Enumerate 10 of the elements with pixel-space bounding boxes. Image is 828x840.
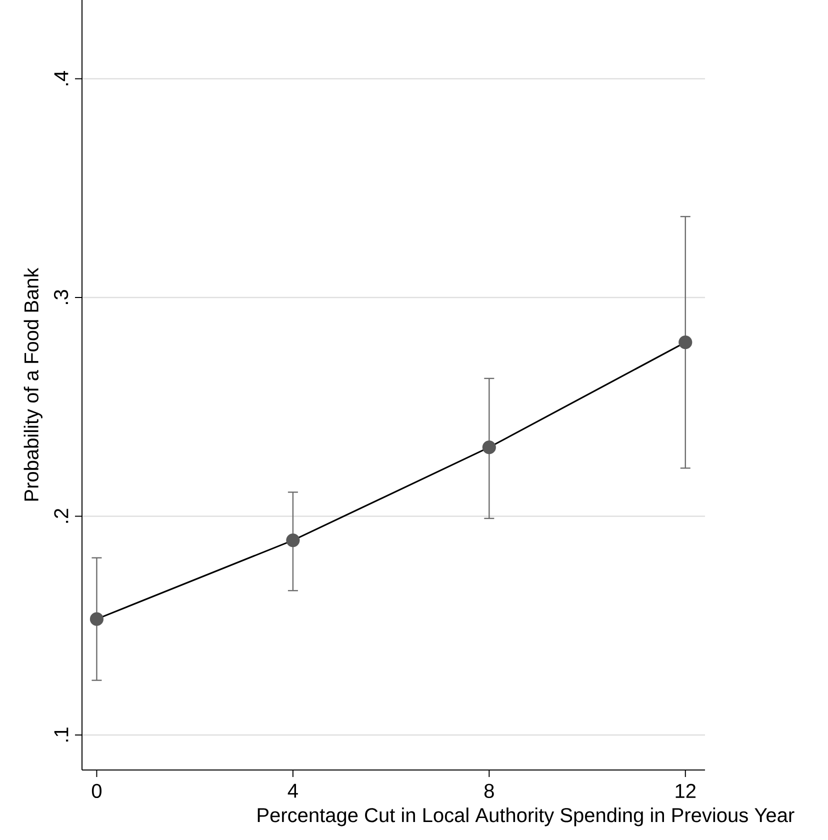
x-tick-label: 12	[676, 784, 696, 798]
x-tick-label: 8	[484, 784, 494, 798]
y-tick-label: .4	[54, 70, 68, 86]
x-tick-label: 4	[288, 784, 298, 798]
x-axis-title: Percentage Cut in Local Authority Spending in Previous Year	[258, 808, 794, 826]
x-tick-label: 0	[92, 784, 102, 798]
y-tick-label: .1	[54, 728, 68, 742]
y-tick-label: .2	[54, 508, 68, 523]
y-tick-label: .3	[54, 290, 68, 304]
y-axis-title: Probability of a Food Bank	[24, 268, 42, 501]
